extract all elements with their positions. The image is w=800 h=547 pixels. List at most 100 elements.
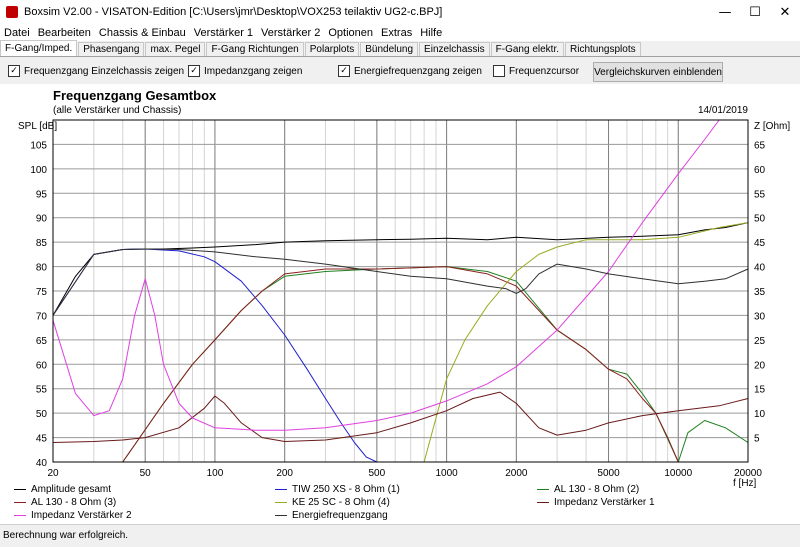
legend-swatch bbox=[14, 489, 26, 490]
maximize-button[interactable]: ☐ bbox=[749, 4, 761, 20]
y-tick-label-left: 95 bbox=[36, 189, 48, 200]
y-tick-label-right: 45 bbox=[754, 238, 766, 249]
window-title: Boxsim V2.00 - VISATON-Edition [C:\Users… bbox=[24, 6, 443, 18]
y-tick-label-right: 50 bbox=[754, 214, 766, 225]
legend-item: TIW 250 XS - 8 Ohm (1) bbox=[275, 484, 400, 495]
chart-date: 14/01/2019 bbox=[698, 105, 748, 116]
y-tick-label-left: 80 bbox=[36, 263, 48, 274]
series-line-impedanz-verst-rker-1 bbox=[52, 391, 749, 443]
minimize-button[interactable]: — bbox=[718, 4, 732, 20]
chart-area: Frequenzgang Gesamtbox (alle Verstärker … bbox=[0, 84, 800, 524]
impedanz-checkbox[interactable]: ✓ bbox=[188, 65, 200, 77]
tab-richtungsplots[interactable]: Richtungsplots bbox=[565, 42, 641, 56]
y-tick-label-right: 10 bbox=[754, 409, 766, 420]
legend-label: AL 130 - 8 Ohm (3) bbox=[31, 497, 117, 508]
frequency-response-chart: Frequenzgang Gesamtbox (alle Verstärker … bbox=[18, 88, 790, 489]
legend-item: Impedanz Verstärker 2 bbox=[14, 510, 132, 521]
series-line-al-130-8-ohm-3 bbox=[122, 266, 679, 463]
tab-fgang-richtungen[interactable]: F-Gang Richtungen bbox=[206, 42, 304, 56]
legend-label: TIW 250 XS - 8 Ohm (1) bbox=[292, 484, 400, 495]
option-energie[interactable]: ✓ Energiefrequenzgang zeigen bbox=[338, 65, 482, 77]
x-tick-label: 20 bbox=[47, 468, 59, 479]
legend-item: KE 25 SC - 8 Ohm (4) bbox=[275, 497, 390, 508]
y-axis-right-label: Z [Ohm] bbox=[754, 121, 790, 132]
menu-chassis-einbau[interactable]: Chassis & Einbau bbox=[98, 26, 186, 39]
legend-label: Impedanz Verstärker 2 bbox=[31, 510, 132, 521]
menu-datei[interactable]: Datei bbox=[4, 26, 30, 39]
x-tick-label: 2000 bbox=[505, 468, 528, 479]
menu-optionen[interactable]: Optionen bbox=[328, 26, 374, 39]
chart-title: Frequenzgang Gesamtbox bbox=[53, 88, 217, 103]
tab-fgang-imped[interactable]: F-Gang/Imped. bbox=[0, 40, 78, 56]
y-tick-label-right: 40 bbox=[754, 263, 766, 274]
tab-buendelung[interactable]: Bündelung bbox=[360, 42, 419, 56]
y-tick-label-left: 100 bbox=[30, 165, 47, 176]
impedanz-label: Impedanzgang zeigen bbox=[204, 65, 303, 77]
y-tick-label-right: 60 bbox=[754, 165, 766, 176]
title-bar: Boxsim V2.00 - VISATON-Edition [C:\Users… bbox=[0, 0, 800, 24]
window-controls: — ☐ ✕ bbox=[710, 0, 800, 24]
x-axis-label: f [Hz] bbox=[733, 478, 757, 489]
legend-item: AL 130 - 8 Ohm (2) bbox=[537, 484, 639, 495]
menu-bearbeiten[interactable]: Bearbeiten bbox=[37, 26, 91, 39]
menu-extras[interactable]: Extras bbox=[381, 26, 413, 39]
menu-bar: Datei Bearbeiten Chassis & Einbau Verstä… bbox=[0, 24, 800, 41]
y-tick-label-left: 40 bbox=[36, 458, 48, 469]
tab-einzelchassis[interactable]: Einzelchassis bbox=[419, 42, 490, 56]
tab-phasengang[interactable]: Phasengang bbox=[78, 42, 145, 56]
y-tick-label-left: 75 bbox=[36, 287, 48, 298]
y-tick-label-left: 50 bbox=[36, 409, 48, 420]
y-tick-label-right: 65 bbox=[754, 140, 766, 151]
legend-label: Amplitude gesamt bbox=[31, 484, 112, 495]
y-tick-label-right: 5 bbox=[754, 434, 760, 445]
series-line-impedanz-verst-rker-2 bbox=[52, 119, 748, 431]
y-tick-label-left: 105 bbox=[30, 140, 47, 151]
y-tick-label-left: 45 bbox=[36, 434, 48, 445]
option-cursor[interactable]: Frequenzcursor bbox=[493, 65, 579, 77]
x-tick-label: 200 bbox=[276, 468, 293, 479]
cursor-label: Frequenzcursor bbox=[509, 65, 580, 77]
legend-swatch bbox=[14, 515, 26, 516]
option-einzelchassis[interactable]: ✓ Frequenzgang Einzelchassis zeigen bbox=[8, 65, 184, 77]
x-tick-label: 100 bbox=[207, 468, 224, 479]
legend-item: Amplitude gesamt bbox=[14, 484, 111, 495]
tab-max-pegel[interactable]: max. Pegel bbox=[145, 42, 206, 56]
legend-item: Impedanz Verstärker 1 bbox=[537, 497, 655, 508]
app-icon bbox=[6, 6, 18, 18]
y-tick-label-right: 15 bbox=[754, 385, 766, 396]
legend-swatch bbox=[275, 502, 287, 503]
x-tick-label: 5000 bbox=[597, 468, 620, 479]
y-tick-label-left: 55 bbox=[36, 385, 48, 396]
einzelchassis-label: Frequenzgang Einzelchassis zeigen bbox=[24, 65, 185, 77]
x-tick-label: 1000 bbox=[435, 468, 458, 479]
y-tick-label-right: 30 bbox=[754, 311, 766, 322]
cursor-checkbox[interactable] bbox=[493, 65, 505, 77]
y-tick-label-right: 55 bbox=[754, 189, 766, 200]
menu-verstaerker-1[interactable]: Verstärker 1 bbox=[193, 26, 254, 39]
compare-curves-button[interactable]: Vergleichskurven einblenden bbox=[593, 62, 723, 82]
status-bar: Berechnung war erfolgreich. bbox=[0, 524, 800, 546]
energie-checkbox[interactable]: ✓ bbox=[338, 65, 350, 77]
tab-polarplots[interactable]: Polarplots bbox=[304, 42, 360, 56]
menu-verstaerker-2[interactable]: Verstärker 2 bbox=[261, 26, 321, 39]
y-tick-label-left: 90 bbox=[36, 214, 48, 225]
close-button[interactable]: ✕ bbox=[779, 4, 791, 20]
legend-swatch bbox=[537, 502, 549, 503]
legend-item: AL 130 - 8 Ohm (3) bbox=[14, 497, 116, 508]
series-line-ke-25-sc-8-ohm-4 bbox=[423, 222, 749, 463]
series-line-energiefrequenzgang bbox=[52, 248, 749, 316]
legend-label: AL 130 - 8 Ohm (2) bbox=[554, 484, 640, 495]
option-impedanz[interactable]: ✓ Impedanzgang zeigen bbox=[188, 65, 302, 77]
x-tick-label: 50 bbox=[140, 468, 152, 479]
y-tick-label-left: 65 bbox=[36, 336, 48, 347]
menu-hilfe[interactable]: Hilfe bbox=[420, 26, 443, 39]
y-tick-label-left: 60 bbox=[36, 360, 48, 371]
legend-label: KE 25 SC - 8 Ohm (4) bbox=[292, 497, 390, 508]
chart-subtitle: (alle Verstärker und Chassis) bbox=[53, 105, 181, 116]
x-tick-label: 20000 bbox=[734, 468, 762, 479]
legend-swatch bbox=[275, 489, 287, 490]
x-tick-label: 10000 bbox=[664, 468, 692, 479]
tab-fgang-elektr[interactable]: F-Gang elektr. bbox=[490, 42, 564, 56]
einzelchassis-checkbox[interactable]: ✓ bbox=[8, 65, 20, 77]
legend-swatch bbox=[537, 489, 549, 490]
